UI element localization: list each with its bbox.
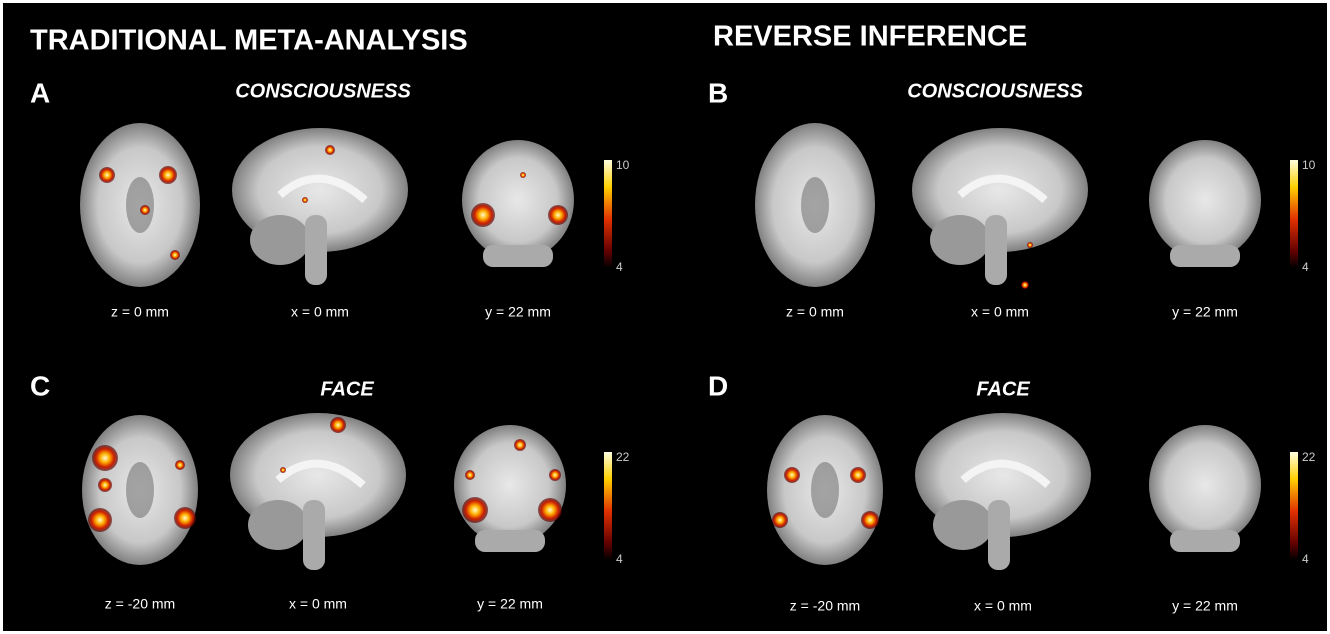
panel-title: CONSCIOUSNESS xyxy=(235,80,411,102)
activation xyxy=(330,417,346,433)
brainstem xyxy=(985,215,1007,285)
axial-ventricle xyxy=(801,177,829,233)
background xyxy=(3,3,1327,631)
colorbar-max: 10 xyxy=(1302,158,1316,172)
activation xyxy=(98,478,112,492)
colorbar-min: 4 xyxy=(1302,552,1309,566)
header: REVERSE INFERENCE xyxy=(713,21,1027,53)
activation xyxy=(465,470,475,480)
slice-label: x = 0 mm xyxy=(974,598,1032,614)
axial-ventricle xyxy=(811,462,839,518)
colorbar xyxy=(604,452,612,560)
cerebellum xyxy=(933,500,993,550)
activation xyxy=(462,497,488,523)
slice-label: z = -20 mm xyxy=(790,598,860,614)
activation xyxy=(175,460,185,470)
activation xyxy=(280,467,286,473)
activation xyxy=(772,512,788,528)
colorbar-max: 10 xyxy=(616,158,630,172)
colorbar-min: 4 xyxy=(616,552,623,566)
colorbar xyxy=(1290,160,1298,268)
activation xyxy=(520,172,526,178)
activation xyxy=(549,469,561,481)
slice-label: x = 0 mm xyxy=(289,596,347,612)
panel-letter: C xyxy=(30,370,50,401)
slice-label: x = 0 mm xyxy=(971,304,1029,320)
slice-label: y = 22 mm xyxy=(1172,598,1238,614)
panel-title: CONSCIOUSNESS xyxy=(907,80,1083,102)
colorbar-min: 4 xyxy=(616,260,623,274)
slice-label: z = -20 mm xyxy=(105,596,175,612)
activation xyxy=(159,166,177,184)
colorbar-max: 22 xyxy=(616,450,630,464)
panel-title: FACE xyxy=(320,378,374,400)
figure: TRADITIONAL META-ANALYSIS REVERSE INFERE… xyxy=(0,0,1330,634)
slice-label: x = 0 mm xyxy=(291,304,349,320)
slice-label: z = 0 mm xyxy=(111,304,169,320)
activation xyxy=(850,467,866,483)
brainstem xyxy=(988,500,1010,570)
cerebellum xyxy=(250,215,310,265)
coronal-lobe xyxy=(483,245,553,267)
cerebellum xyxy=(248,500,308,550)
coronal-brain xyxy=(454,425,566,545)
activation xyxy=(1021,281,1029,289)
coronal-lobe xyxy=(1170,245,1240,267)
panel-letter: D xyxy=(708,370,728,401)
activation xyxy=(538,498,562,522)
brainstem xyxy=(303,500,325,570)
header: TRADITIONAL META-ANALYSIS xyxy=(30,25,468,57)
colorbar-min: 4 xyxy=(1302,260,1309,274)
activation xyxy=(174,507,196,529)
coronal-brain xyxy=(462,140,574,260)
panel-title: FACE xyxy=(976,378,1030,400)
coronal-brain xyxy=(1149,140,1261,260)
slice-label: y = 22 mm xyxy=(477,596,543,612)
slice-label: y = 22 mm xyxy=(1172,304,1238,320)
activation xyxy=(92,445,118,471)
colorbar-max: 22 xyxy=(1302,450,1316,464)
coronal-lobe xyxy=(475,530,545,552)
colorbar xyxy=(1290,452,1298,560)
slice-label: z = 0 mm xyxy=(786,304,844,320)
activation xyxy=(784,467,800,483)
activation xyxy=(140,205,150,215)
slice-label: y = 22 mm xyxy=(485,304,551,320)
panel-letter: B xyxy=(708,77,728,108)
activation xyxy=(1027,242,1033,248)
colorbar xyxy=(604,160,612,268)
activation xyxy=(861,511,879,529)
coronal-lobe xyxy=(1170,530,1240,552)
activation xyxy=(99,167,115,183)
activation xyxy=(325,145,335,155)
activation xyxy=(88,508,112,532)
panel-letter: A xyxy=(30,77,50,108)
activation xyxy=(548,205,568,225)
coronal-brain xyxy=(1149,425,1261,545)
activation xyxy=(514,439,526,451)
activation xyxy=(471,203,495,227)
cerebellum xyxy=(930,215,990,265)
axial-ventricle xyxy=(126,177,154,233)
brainstem xyxy=(305,215,327,285)
axial-ventricle xyxy=(126,462,154,518)
activation xyxy=(170,250,180,260)
activation xyxy=(302,197,308,203)
